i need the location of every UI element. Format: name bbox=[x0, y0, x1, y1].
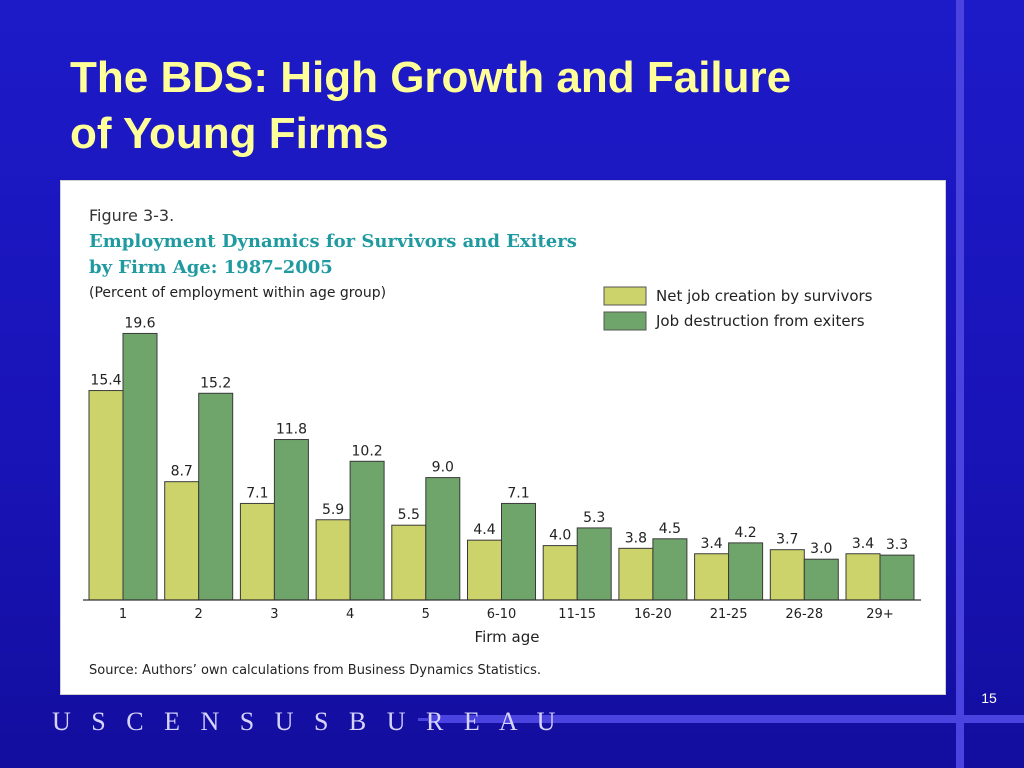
decorative-vertical-line bbox=[956, 0, 964, 768]
bar-survivors-21-25 bbox=[694, 553, 730, 601]
x-tick-label-1: 1 bbox=[119, 607, 127, 622]
value-label-exiters-1: 19.6 bbox=[124, 315, 155, 331]
bar-exiters-3 bbox=[273, 439, 309, 601]
x-axis-title: Firm age bbox=[475, 628, 540, 646]
x-tick-label-29+: 29+ bbox=[866, 607, 893, 622]
decorative-horizontal-line bbox=[428, 715, 1024, 723]
figure-panel: Figure 3-3. Employment Dynamics for Surv… bbox=[60, 180, 946, 695]
slide-title: The BDS: High Growth and Failure of Youn… bbox=[70, 50, 930, 162]
value-label-exiters-4: 10.2 bbox=[352, 443, 383, 459]
legend-swatch-exiters bbox=[603, 311, 647, 331]
slide-title-line-1: The BDS: High Growth and Failure bbox=[70, 53, 792, 102]
bar-exiters-21-25 bbox=[728, 542, 764, 601]
value-label-survivors-21-25: 3.4 bbox=[700, 536, 722, 552]
legend: Net job creation by survivors Job destru… bbox=[603, 286, 873, 331]
slide-title-line-2: of Young Firms bbox=[70, 109, 389, 158]
value-label-exiters-16-20: 4.5 bbox=[659, 521, 681, 537]
value-label-survivors-1: 15.4 bbox=[90, 373, 121, 389]
value-label-exiters-11-15: 5.3 bbox=[583, 510, 605, 526]
value-label-exiters-21-25: 4.2 bbox=[734, 525, 756, 541]
x-tick-label-2: 2 bbox=[195, 607, 203, 622]
figure-label: Figure 3-3. bbox=[89, 206, 174, 225]
value-label-survivors-4: 5.9 bbox=[322, 502, 344, 518]
chart-title-line-2: by Firm Age: 1987–2005 bbox=[89, 257, 333, 278]
chart-subtitle: (Percent of employment within age group) bbox=[89, 285, 386, 301]
bar-exiters-4 bbox=[349, 460, 385, 601]
value-label-exiters-2: 15.2 bbox=[200, 375, 231, 391]
bar-exiters-6-10 bbox=[501, 502, 536, 601]
bar-survivors-11-15 bbox=[542, 545, 578, 601]
x-tick-label-4: 4 bbox=[346, 607, 354, 622]
bar-exiters-29+ bbox=[879, 554, 915, 601]
x-tick-label-11-15: 11-15 bbox=[558, 607, 596, 622]
source-note: Source: Authors’ own calculations from B… bbox=[89, 663, 541, 678]
bar-exiters-1 bbox=[122, 332, 158, 601]
legend-label-survivors: Net job creation by survivors bbox=[656, 287, 873, 305]
bar-survivors-6-10 bbox=[467, 539, 502, 601]
bar-exiters-16-20 bbox=[652, 538, 688, 601]
bar-survivors-3 bbox=[239, 502, 275, 601]
value-label-survivors-5: 5.5 bbox=[398, 507, 420, 523]
bar-survivors-1 bbox=[88, 390, 124, 601]
x-tick-label-6-10: 6-10 bbox=[487, 607, 517, 622]
bar-exiters-2 bbox=[198, 392, 234, 601]
bar-survivors-16-20 bbox=[618, 547, 654, 601]
bar-exiters-26-28 bbox=[803, 558, 839, 601]
value-label-survivors-29+: 3.4 bbox=[852, 536, 874, 552]
legend-label-exiters: Job destruction from exiters bbox=[655, 312, 865, 330]
bar-survivors-2 bbox=[164, 481, 200, 601]
value-label-exiters-6-10: 7.1 bbox=[507, 485, 529, 501]
value-label-survivors-16-20: 3.8 bbox=[625, 530, 647, 546]
chart-title-line-1: Employment Dynamics for Survivors and Ex… bbox=[89, 231, 577, 252]
bar-survivors-29+ bbox=[845, 553, 881, 601]
value-label-exiters-29+: 3.3 bbox=[886, 537, 908, 553]
value-label-survivors-6-10: 4.4 bbox=[473, 522, 495, 538]
x-tick-labels-layer: 1 2 3 4 5 6-10 11-15 16-20 21-25 26-28 29+ bbox=[119, 607, 894, 622]
x-tick-label-21-25: 21-25 bbox=[710, 607, 748, 622]
bar-exiters-5 bbox=[425, 477, 461, 601]
x-tick-label-5: 5 bbox=[422, 607, 430, 622]
footer-wordmark: U S C E N S U S B U R E A U bbox=[52, 707, 563, 736]
value-label-exiters-26-28: 3.0 bbox=[810, 541, 832, 557]
value-labels-layer: 15.4 19.6 8.7 15.2 7.1 11.8 5.9 10.2 5.5 9.0 4.4 7.… bbox=[90, 315, 908, 557]
value-label-survivors-3: 7.1 bbox=[246, 485, 268, 501]
bar-exiters-11-15 bbox=[576, 527, 612, 601]
value-label-survivors-2: 8.7 bbox=[171, 464, 193, 480]
x-tick-label-26-28: 26-28 bbox=[785, 607, 823, 622]
decorative-horizontal-line-end bbox=[418, 718, 432, 721]
bars-layer bbox=[88, 332, 915, 601]
value-label-exiters-5: 9.0 bbox=[432, 460, 454, 476]
value-label-exiters-3: 11.8 bbox=[276, 422, 307, 438]
page-number: 15 bbox=[981, 690, 997, 706]
bar-survivors-26-28 bbox=[769, 549, 805, 601]
x-tick-label-16-20: 16-20 bbox=[634, 607, 672, 622]
bar-survivors-4 bbox=[315, 519, 351, 601]
x-tick-label-3: 3 bbox=[270, 607, 278, 622]
bar-survivors-5 bbox=[391, 524, 427, 601]
value-label-survivors-26-28: 3.7 bbox=[776, 532, 798, 548]
bar-chart: Figure 3-3. Employment Dynamics for Surv… bbox=[83, 206, 921, 678]
value-label-survivors-11-15: 4.0 bbox=[549, 528, 571, 544]
legend-swatch-survivors bbox=[603, 286, 647, 306]
